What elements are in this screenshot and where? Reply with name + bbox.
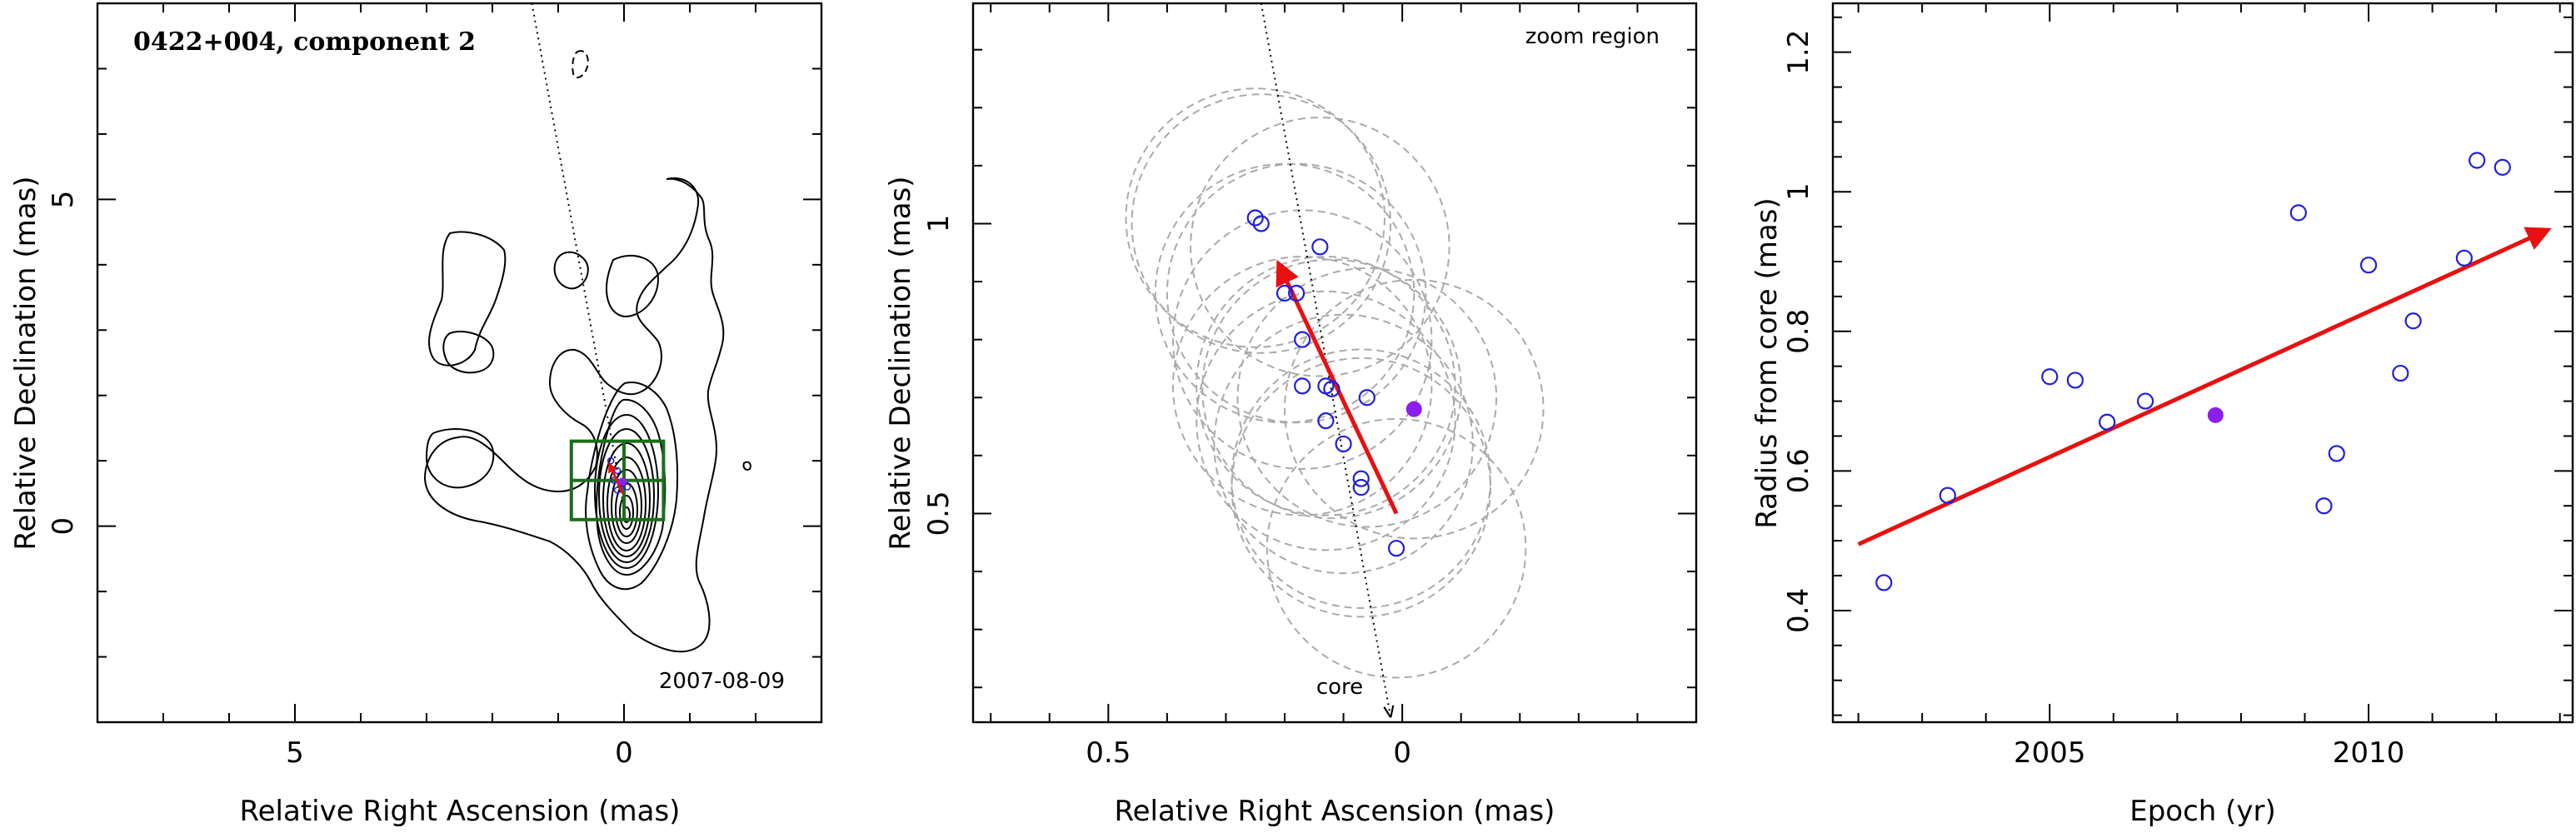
component-marker	[607, 456, 632, 495]
position-point	[1294, 331, 1311, 348]
position-point	[1252, 215, 1270, 232]
radius-point	[2328, 445, 2345, 462]
error-circle	[1166, 162, 1427, 424]
panel1-ylabel: Relative Declination (mas)	[9, 176, 42, 550]
panel1-xlabel: Relative Right Ascension (mas)	[240, 795, 681, 828]
panel2-ylabel: Relative Declination (mas)	[884, 176, 917, 550]
x-tick-label: 0.5	[1086, 736, 1131, 770]
position-point	[1352, 479, 1370, 496]
error-circle	[1131, 93, 1392, 354]
y-tick-label: 0.4	[1782, 588, 1815, 633]
contour-map	[423, 50, 751, 653]
highlight-point	[1405, 401, 1422, 417]
fit-arrow	[1857, 227, 2552, 546]
panel1-frame	[96, 2, 823, 724]
radius-point	[2137, 392, 2154, 410]
radius-point	[2469, 152, 2486, 169]
highlight-point	[618, 477, 627, 486]
y-tick-label: 1	[1782, 182, 1815, 201]
x-tick-label: 2005	[2014, 736, 2086, 770]
radius-point	[1875, 574, 1893, 591]
radius-point	[2455, 249, 2473, 267]
radius-point	[2099, 413, 2116, 431]
error-circle	[1213, 313, 1474, 575]
position-point	[1323, 380, 1340, 397]
y-tick-label: 0	[47, 517, 80, 536]
y-tick-label: 0.8	[1782, 309, 1815, 354]
error-circle	[1284, 278, 1545, 540]
panel1-title: 0422+004, component 2	[133, 27, 476, 57]
error-circle	[1125, 87, 1385, 348]
radius-point	[2392, 364, 2409, 382]
core-direction-line	[531, 3, 624, 501]
radius-epoch-panel: 2005 2010 0.4 0.6 0.8 1 1.2 Epoch (yr) Radius …	[1750, 2, 2574, 828]
y-tick-label: 1	[922, 215, 956, 233]
y-tick-label: 1.2	[1782, 30, 1815, 75]
error-circle	[1171, 256, 1433, 516]
radius-point	[2066, 372, 2084, 389]
position-point	[1317, 412, 1335, 430]
x-tick-label: 5	[286, 736, 304, 770]
radius-points	[1875, 152, 2511, 591]
error-circle	[1236, 267, 1498, 528]
zoom-region-label: zoom region	[1525, 24, 1660, 49]
x-tick-label: 2010	[2333, 736, 2405, 770]
panel3-ylabel: Radius from core (mas)	[1750, 197, 1784, 528]
position-point	[1294, 377, 1311, 395]
error-circle	[1190, 117, 1450, 377]
position-point	[1387, 540, 1405, 557]
panel2-xlabel: Relative Right Ascension (mas)	[1115, 795, 1555, 828]
epoch-label: 2007-08-09	[659, 669, 785, 694]
highlight-point	[2207, 407, 2224, 423]
position-point	[1335, 435, 1352, 453]
radius-point	[2289, 204, 2307, 222]
core-label: core	[1316, 675, 1363, 700]
panel2-ticks: 0.5 0 1 0.5	[922, 3, 1697, 770]
error-circle	[1196, 290, 1456, 551]
x-tick-label: 0	[1393, 736, 1411, 770]
position-points	[1246, 209, 1422, 557]
y-tick-label: 5	[47, 191, 80, 209]
radius-point	[2315, 497, 2333, 515]
position-point	[1352, 470, 1370, 487]
panel3-ticks: 2005 2010 0.4 0.6 0.8 1 1.2	[1782, 3, 2573, 770]
fit-arrow	[608, 461, 624, 495]
zoom-panel: 0.5 0 1 0.5 zoom region core Relative Right…	[884, 2, 1698, 828]
error-circle	[1196, 256, 1456, 516]
panel2-frame	[971, 2, 1698, 724]
radius-point	[2494, 158, 2511, 176]
fit-arrow	[1276, 259, 1399, 515]
panel3-xlabel: Epoch (yr)	[2129, 795, 2276, 828]
error-circle	[1171, 209, 1433, 470]
position-point	[1276, 284, 1294, 302]
radius-point	[2359, 257, 2378, 274]
panel1-ticks: 5 0 5 0	[47, 2, 822, 770]
position-point	[1246, 209, 1264, 227]
radius-point	[1939, 486, 1956, 504]
error-circles	[1125, 87, 1545, 679]
x-tick-label: 0	[615, 736, 633, 770]
position-point	[623, 483, 632, 491]
y-tick-label: 0.5	[922, 491, 956, 536]
position-point	[1311, 238, 1329, 256]
position-point	[1288, 284, 1305, 302]
contour-map-panel: 5 0 5 0 0422+004, component 2 2007-08-09 Re…	[9, 2, 823, 828]
panel3-frame	[1831, 2, 2574, 724]
error-circle	[1231, 357, 1492, 618]
position-point	[1358, 389, 1375, 407]
error-circle	[1266, 417, 1527, 679]
radius-point	[2041, 368, 2059, 386]
y-tick-label: 0.6	[1782, 448, 1815, 493]
radius-point	[2404, 312, 2422, 330]
